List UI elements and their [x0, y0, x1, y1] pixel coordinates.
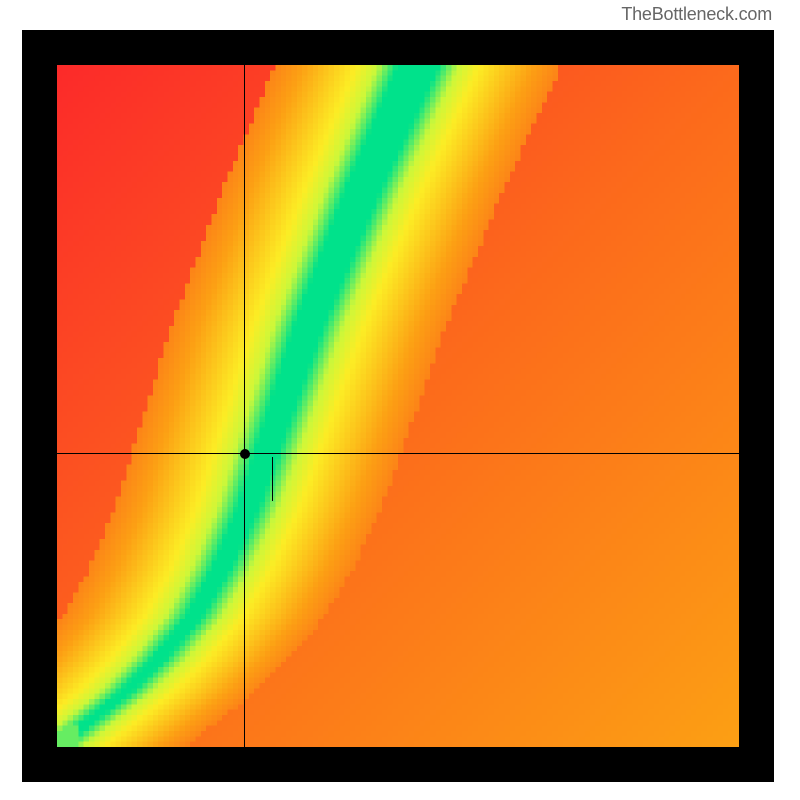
- attribution-text: TheBottleneck.com: [621, 4, 772, 25]
- chart-frame: [22, 30, 774, 782]
- crosshair-dot: [240, 449, 250, 459]
- crosshair-vertical: [244, 65, 245, 747]
- heatmap-area: [57, 65, 739, 747]
- crosshair-tick: [272, 457, 273, 501]
- heatmap-canvas: [57, 65, 739, 747]
- crosshair-horizontal: [57, 453, 739, 454]
- root: TheBottleneck.com: [0, 0, 800, 800]
